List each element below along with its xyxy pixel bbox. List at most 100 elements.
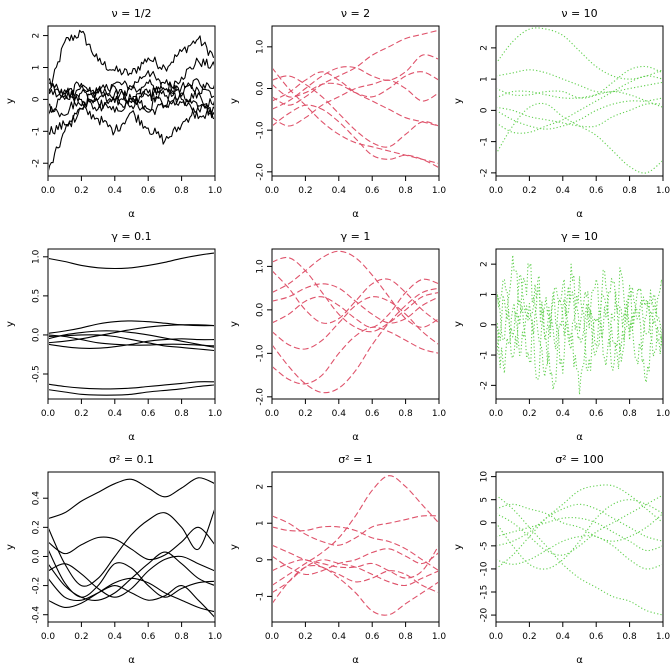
x-tick-label: 0.6 bbox=[589, 409, 604, 419]
panel-2: ν = 2 0.0 0.2 0.4 0.6 0.8 1.0 -2.0 -1.0 0.0 1.0 α y bbox=[229, 7, 446, 220]
series-line bbox=[49, 578, 214, 618]
series-line bbox=[273, 79, 438, 127]
x-tick-label: 0.2 bbox=[522, 186, 536, 196]
series-line bbox=[49, 252, 214, 270]
series-group bbox=[497, 484, 662, 616]
series-line bbox=[497, 262, 662, 377]
y-tick-label: 0 bbox=[32, 96, 42, 102]
series-group bbox=[497, 254, 662, 396]
series-line bbox=[49, 381, 214, 390]
x-tick-label: 0.8 bbox=[622, 186, 637, 196]
x-tick-label: 1.0 bbox=[208, 186, 223, 196]
x-tick-label: 0.6 bbox=[365, 632, 380, 642]
series-line bbox=[273, 548, 438, 576]
panel-title: γ = 0.1 bbox=[111, 230, 151, 243]
x-axis-label: α bbox=[576, 209, 583, 220]
x-tick-label: 0.4 bbox=[556, 409, 571, 419]
y-tick-label: 10 bbox=[480, 471, 490, 483]
y-tick-label: -2 bbox=[480, 381, 490, 390]
series-line bbox=[497, 97, 662, 130]
x-tick-label: 0.2 bbox=[298, 186, 312, 196]
panel-9: σ² = 100 0.0 0.2 0.4 0.6 0.8 1.0 -20 -15 -10 -5 0 5 1… bbox=[453, 453, 670, 666]
series-line bbox=[273, 75, 438, 148]
series-line bbox=[497, 102, 662, 174]
series-line bbox=[49, 384, 214, 396]
series-line bbox=[49, 477, 214, 519]
x-axis-label: α bbox=[576, 655, 583, 666]
y-tick-label: 1 bbox=[32, 65, 42, 71]
series-line bbox=[497, 27, 662, 80]
x-tick-label: 0.8 bbox=[398, 409, 413, 419]
x-tick-label: 0.4 bbox=[556, 186, 571, 196]
series-line bbox=[49, 550, 214, 598]
series-line bbox=[497, 103, 662, 128]
x-tick-label: 0.0 bbox=[41, 409, 56, 419]
x-tick-label: 0.4 bbox=[332, 409, 347, 419]
plot-frame bbox=[495, 25, 664, 177]
y-tick-label: -1 bbox=[480, 351, 490, 360]
x-tick-label: 0.2 bbox=[74, 632, 88, 642]
x-tick-label: 0.8 bbox=[398, 632, 413, 642]
series-line bbox=[273, 296, 438, 350]
series-line bbox=[497, 69, 662, 93]
y-tick-label: -1.0 bbox=[256, 121, 266, 139]
x-tick-label: 0.2 bbox=[74, 186, 88, 196]
series-line bbox=[497, 484, 662, 569]
series-line bbox=[273, 68, 438, 164]
series-line bbox=[49, 57, 214, 171]
series-line bbox=[49, 79, 214, 115]
series-line bbox=[49, 338, 214, 349]
panel-5: γ = 1 0.0 0.2 0.4 0.6 0.8 1.0 -2.0 -1.0 0.0 1.0 α y bbox=[229, 230, 446, 443]
y-tick-label: 0.4 bbox=[32, 491, 42, 506]
panel-title: γ = 10 bbox=[561, 230, 598, 243]
series-line bbox=[273, 270, 438, 324]
plot-frame bbox=[495, 471, 664, 623]
x-tick-label: 1.0 bbox=[432, 186, 447, 196]
series-line bbox=[49, 87, 214, 120]
x-tick-label: 0.0 bbox=[265, 186, 280, 196]
series-line bbox=[497, 65, 662, 99]
x-tick-label: 0.0 bbox=[41, 632, 56, 642]
x-axis-label: α bbox=[576, 432, 583, 443]
x-tick-label: 0.8 bbox=[622, 409, 637, 419]
series-line bbox=[49, 330, 214, 348]
y-tick-label: -1 bbox=[480, 137, 490, 146]
x-tick-label: 1.0 bbox=[432, 409, 447, 419]
series-line bbox=[49, 526, 214, 561]
series-line bbox=[49, 334, 214, 347]
x-tick-label: 1.0 bbox=[656, 186, 671, 196]
series-line bbox=[497, 495, 662, 616]
x-tick-label: 0.6 bbox=[141, 409, 156, 419]
y-tick-label: 0.0 bbox=[256, 302, 266, 317]
panel-7: σ² = 0.1 0.0 0.2 0.4 0.6 0.8 1.0 -0.4 -0.2 0.0 0.2… bbox=[5, 453, 222, 666]
x-tick-label: 0.6 bbox=[141, 186, 156, 196]
plot-frame bbox=[495, 248, 664, 400]
plot-frame bbox=[271, 25, 440, 177]
x-tick-label: 0.2 bbox=[298, 409, 312, 419]
series-line bbox=[49, 334, 214, 352]
x-axis-label: α bbox=[128, 655, 135, 666]
y-tick-label: 2 bbox=[480, 45, 490, 51]
x-tick-label: 0.2 bbox=[298, 632, 312, 642]
series-line bbox=[273, 545, 438, 579]
plot-frame bbox=[271, 248, 440, 400]
series-line bbox=[497, 495, 662, 556]
panel-title: ν = 1/2 bbox=[111, 7, 151, 20]
x-tick-label: 1.0 bbox=[656, 632, 671, 642]
y-axis-label: y bbox=[5, 321, 16, 327]
y-tick-label: 1.0 bbox=[256, 39, 266, 54]
series-line bbox=[49, 555, 214, 598]
y-axis-label: y bbox=[5, 98, 16, 104]
series-group bbox=[49, 477, 214, 618]
series-line bbox=[273, 287, 438, 394]
x-axis-label: α bbox=[128, 432, 135, 443]
series-group bbox=[49, 29, 214, 171]
y-tick-label: 2 bbox=[32, 33, 42, 39]
x-tick-label: 0.4 bbox=[108, 186, 123, 196]
panel-6: γ = 10 0.0 0.2 0.4 0.6 0.8 1.0 -2 -1 0 1 2 α y bbox=[453, 230, 670, 443]
series-line bbox=[49, 324, 214, 344]
panel-8: σ² = 1 0.0 0.2 0.4 0.6 0.8 1.0 -1 0 1 2 α y bbox=[229, 453, 446, 666]
y-tick-label: 1.0 bbox=[256, 259, 266, 274]
y-tick-label: -5 bbox=[480, 541, 490, 550]
